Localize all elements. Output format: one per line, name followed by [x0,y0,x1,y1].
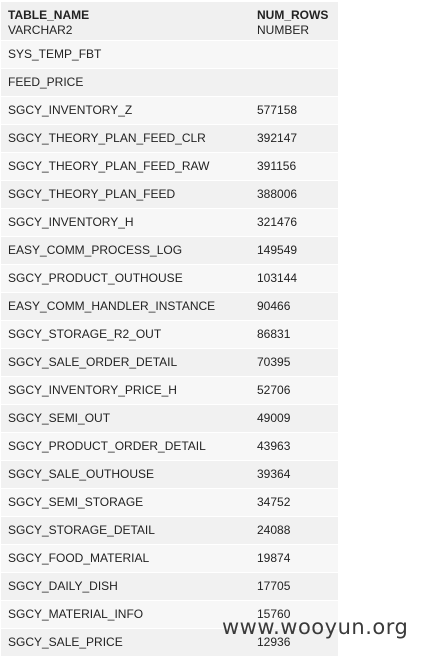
cell-num-rows: 43963 [250,432,338,461]
cell-num-rows: 388006 [250,180,338,209]
column-type: NUMBER [257,23,310,37]
column-type: VARCHAR2 [8,23,73,37]
cell-table-name: SGCY_PRODUCT_ORDER_DETAIL [1,432,250,461]
watermark-text: www.wooyun.org [222,615,409,639]
cell-table-name: SGCY_INVENTORY_H [1,208,250,237]
cell-num-rows: 15760 [250,600,338,629]
cell-table-name: SGCY_THEORY_PLAN_FEED_RAW [1,152,250,181]
cell-num-rows: 34752 [250,488,338,517]
cell-num-rows: 391156 [250,152,338,181]
table-row[interactable]: SGCY_PRODUCT_OUTHOUSE 103144 [1,264,338,293]
table-row[interactable]: SGCY_DAILY_DISH 17705 [1,572,338,601]
table-row[interactable]: SGCY_THEORY_PLAN_FEED_CLR 392147 [1,124,338,153]
query-result-table: TABLE_NAME VARCHAR2 NUM_ROWS NUMBER SYS_… [1,2,338,657]
table-row[interactable]: SGCY_THEORY_PLAN_FEED 388006 [1,180,338,209]
cell-table-name: SGCY_INVENTORY_PRICE_H [1,376,250,405]
cell-num-rows: 49009 [250,404,338,433]
cell-num-rows: 39364 [250,460,338,489]
table-row[interactable]: SGCY_SALE_PRICE 12936 [1,628,338,657]
cell-num-rows: 70395 [250,348,338,377]
cell-table-name: SGCY_THEORY_PLAN_FEED [1,180,250,209]
header-row: TABLE_NAME VARCHAR2 NUM_ROWS NUMBER [1,2,338,41]
cell-table-name: SGCY_FOOD_MATERIAL [1,544,250,573]
table-row[interactable]: SGCY_INVENTORY_H 321476 [1,208,338,237]
column-header-num-rows[interactable]: NUM_ROWS NUMBER [250,2,338,41]
cell-num-rows: 24088 [250,516,338,545]
table-row[interactable]: SGCY_INVENTORY_Z 577158 [1,96,338,125]
cell-table-name: SYS_TEMP_FBT [1,40,250,69]
table-body: SYS_TEMP_FBT FEED_PRICE SGCY_INVENTORY_Z 57… [1,40,338,657]
cell-table-name: SGCY_INVENTORY_Z [1,96,250,125]
cell-num-rows: 392147 [250,124,338,153]
table-row[interactable]: FEED_PRICE [1,68,338,97]
cell-num-rows: 12936 [250,628,338,657]
cell-table-name: EASY_COMM_HANDLER_INSTANCE [1,292,250,321]
table-row[interactable]: EASY_COMM_PROCESS_LOG 149549 [1,236,338,265]
cell-table-name: SGCY_SEMI_OUT [1,404,250,433]
column-header-table-name[interactable]: TABLE_NAME VARCHAR2 [1,2,250,41]
cell-num-rows: 321476 [250,208,338,237]
table-row[interactable]: SYS_TEMP_FBT [1,40,338,69]
cell-table-name: EASY_COMM_PROCESS_LOG [1,236,250,265]
cell-table-name: SGCY_SALE_ORDER_DETAIL [1,348,250,377]
cell-num-rows: 17705 [250,572,338,601]
cell-table-name: SGCY_MATERIAL_INFO [1,600,250,629]
cell-num-rows: 149549 [250,236,338,265]
table-row[interactable]: SGCY_SALE_ORDER_DETAIL 70395 [1,348,338,377]
table-row[interactable]: SGCY_INVENTORY_PRICE_H 52706 [1,376,338,405]
cell-num-rows: 90466 [250,292,338,321]
table-row[interactable]: SGCY_MATERIAL_INFO 15760 [1,600,338,629]
cell-num-rows [250,40,338,69]
table-row[interactable]: EASY_COMM_HANDLER_INSTANCE 90466 [1,292,338,321]
column-name: NUM_ROWS [257,8,329,22]
cell-table-name: FEED_PRICE [1,68,250,97]
table-header: TABLE_NAME VARCHAR2 NUM_ROWS NUMBER [1,2,338,41]
cell-table-name: SGCY_SALE_OUTHOUSE [1,460,250,489]
cell-table-name: SGCY_STORAGE_R2_OUT [1,320,250,349]
table-row[interactable]: SGCY_FOOD_MATERIAL 19874 [1,544,338,573]
cell-table-name: SGCY_STORAGE_DETAIL [1,516,250,545]
table-row[interactable]: SGCY_PRODUCT_ORDER_DETAIL 43963 [1,432,338,461]
cell-num-rows: 577158 [250,96,338,125]
cell-num-rows [250,68,338,97]
table-row[interactable]: SGCY_SEMI_OUT 49009 [1,404,338,433]
table-row[interactable]: SGCY_SALE_OUTHOUSE 39364 [1,460,338,489]
cell-num-rows: 86831 [250,320,338,349]
cell-table-name: SGCY_SALE_PRICE [1,628,250,657]
table-row[interactable]: SGCY_STORAGE_R2_OUT 86831 [1,320,338,349]
cell-num-rows: 19874 [250,544,338,573]
cell-table-name: SGCY_SEMI_STORAGE [1,488,250,517]
cell-num-rows: 52706 [250,376,338,405]
cell-table-name: SGCY_DAILY_DISH [1,572,250,601]
cell-num-rows: 103144 [250,264,338,293]
column-name: TABLE_NAME [8,8,90,22]
cell-table-name: SGCY_PRODUCT_OUTHOUSE [1,264,250,293]
table-row[interactable]: SGCY_STORAGE_DETAIL 24088 [1,516,338,545]
cell-table-name: SGCY_THEORY_PLAN_FEED_CLR [1,124,250,153]
table-row[interactable]: SGCY_SEMI_STORAGE 34752 [1,488,338,517]
table-row[interactable]: SGCY_THEORY_PLAN_FEED_RAW 391156 [1,152,338,181]
